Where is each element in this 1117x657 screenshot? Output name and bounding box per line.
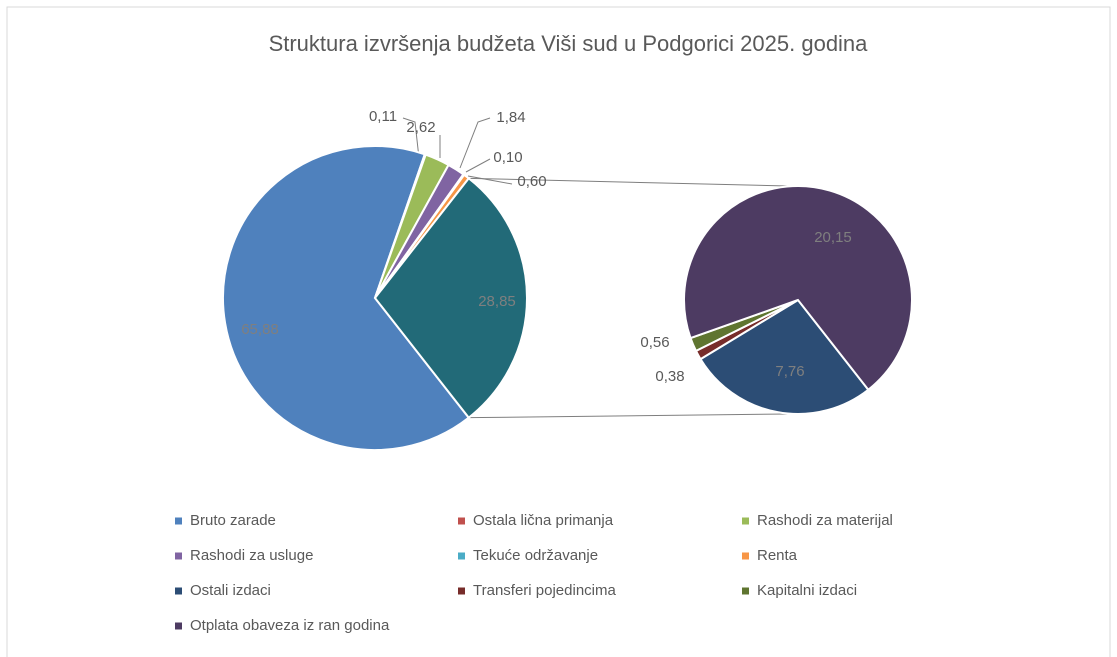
leader-line bbox=[465, 158, 491, 173]
data-label: 0,10 bbox=[493, 149, 522, 166]
legend-swatch bbox=[175, 552, 182, 560]
data-label: 28,85 bbox=[478, 293, 516, 310]
legend-label: Otplata obaveza iz ran godina bbox=[190, 617, 390, 634]
pie-slice bbox=[222, 145, 471, 451]
legend-swatch bbox=[458, 552, 465, 560]
data-label: 65,88 bbox=[241, 321, 279, 338]
leader-line bbox=[459, 117, 491, 169]
legend-label: Kapitalni izdaci bbox=[757, 582, 857, 599]
leader-lines bbox=[402, 117, 513, 185]
data-label: 7,76 bbox=[775, 363, 804, 380]
legend-swatch bbox=[458, 517, 465, 525]
legend-swatch bbox=[742, 552, 749, 560]
data-label: 0,11 bbox=[369, 108, 397, 125]
legend-label: Ostala lična primanja bbox=[473, 512, 614, 529]
chart-title: Struktura izvršenja budžeta Viši sud u P… bbox=[269, 31, 869, 56]
legend-swatch bbox=[742, 587, 749, 595]
pie-slice bbox=[683, 185, 913, 392]
data-label: 0,60 bbox=[517, 173, 546, 190]
connector-line bbox=[468, 177, 789, 187]
legend-swatch bbox=[458, 587, 465, 595]
legend-label: Tekuće održavanje bbox=[473, 547, 598, 564]
data-label: 0,38 bbox=[655, 368, 684, 385]
data-label: 1,84 bbox=[496, 109, 525, 126]
legend-label: Transferi pojedincima bbox=[473, 582, 616, 599]
chart-border bbox=[6, 6, 1111, 657]
other-slice bbox=[373, 176, 528, 420]
legend-swatch bbox=[742, 517, 749, 525]
legend-label: Ostali izdaci bbox=[190, 582, 271, 599]
data-label: 2,62 bbox=[406, 119, 435, 136]
legend-swatch bbox=[175, 587, 182, 595]
legend-label: Rashodi za materijal bbox=[757, 512, 893, 529]
connector-line bbox=[468, 413, 789, 419]
data-label: 0,56 bbox=[640, 334, 669, 351]
leader-line bbox=[467, 175, 513, 185]
legend-swatch bbox=[175, 517, 182, 525]
legend-label: Bruto zarade bbox=[190, 512, 276, 529]
pie-slice bbox=[699, 298, 870, 415]
data-label: 20,15 bbox=[814, 229, 852, 246]
legend-swatch bbox=[175, 622, 182, 630]
legend-label: Renta bbox=[757, 547, 798, 564]
leader-line bbox=[402, 117, 420, 159]
legend-label: Rashodi za usluge bbox=[190, 547, 313, 564]
